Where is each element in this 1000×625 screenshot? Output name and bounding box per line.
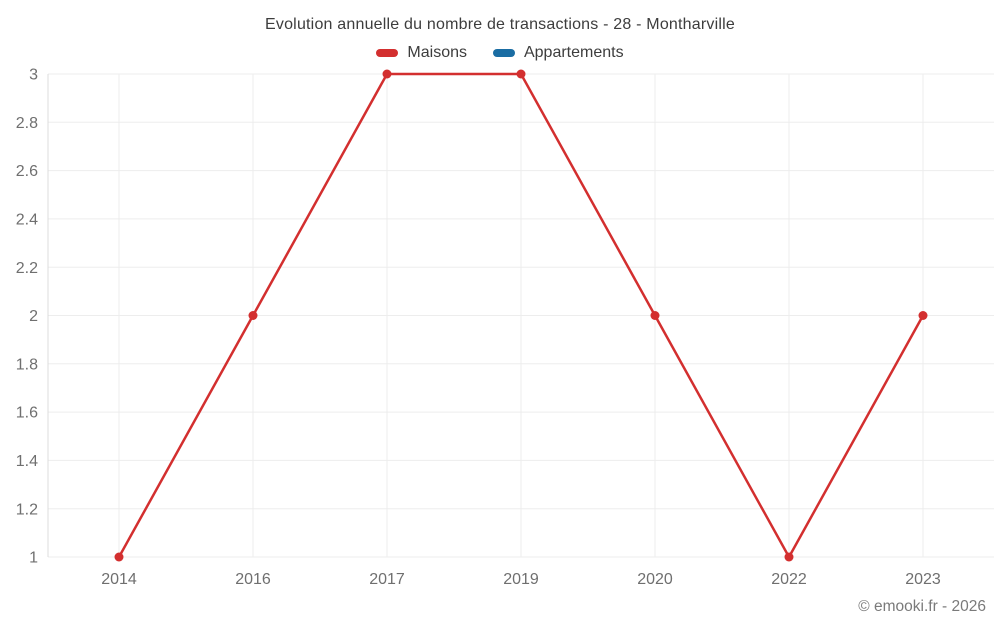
x-tick-label: 2022 (771, 571, 807, 588)
y-tick-label: 3 (29, 67, 38, 84)
x-tick-label: 2016 (235, 571, 271, 588)
x-tick-label: 2023 (905, 571, 941, 588)
y-tick-label: 2 (29, 308, 38, 325)
y-tick-label: 2.4 (16, 212, 38, 229)
data-point-maisons-2016[interactable] (248, 311, 258, 320)
legend-label-maisons: Maisons (407, 44, 467, 61)
legend: Maisons Appartements (0, 44, 1000, 62)
data-point-maisons-2019[interactable] (516, 69, 526, 79)
x-tick-label: 2020 (637, 571, 673, 588)
data-point-maisons-2022[interactable] (784, 552, 794, 562)
legend-swatch-appartements (492, 49, 515, 57)
y-tick-label: 1 (29, 550, 38, 567)
y-tick-label: 2.6 (16, 163, 38, 180)
y-tick-label: 1.2 (16, 501, 38, 518)
x-tick-label: 2019 (503, 571, 539, 588)
y-tick-label: 1.6 (16, 405, 38, 422)
y-tick-label: 1.8 (16, 356, 38, 373)
y-tick-label: 2.8 (16, 115, 38, 132)
data-point-maisons-2023[interactable] (918, 311, 928, 320)
x-tick-label: 2014 (101, 571, 137, 588)
legend-label-appartements: Appartements (523, 44, 624, 61)
footer-credit: © emooki.fr - 2026 (858, 598, 986, 615)
data-point-maisons-2017[interactable] (382, 69, 392, 79)
legend-item-appartements[interactable]: Appartements (492, 44, 624, 62)
data-point-maisons-2014[interactable] (114, 552, 124, 562)
legend-swatch-maisons (376, 49, 399, 57)
x-tick-label: 2017 (369, 571, 405, 588)
y-tick-label: 2.2 (16, 260, 38, 277)
data-point-maisons-2020[interactable] (650, 311, 660, 320)
y-tick-label: 1.4 (16, 453, 38, 470)
legend-item-maisons[interactable]: Maisons (376, 44, 467, 62)
chart-title: Evolution annuelle du nombre de transact… (265, 16, 735, 33)
